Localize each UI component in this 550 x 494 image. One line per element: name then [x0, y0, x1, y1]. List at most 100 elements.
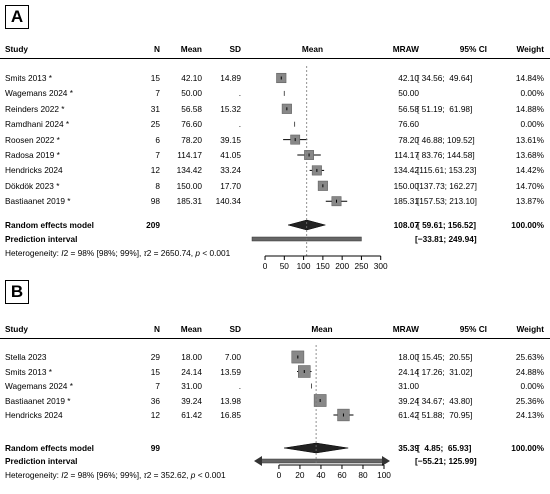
- study-mean: 134.42: [176, 165, 202, 176]
- study-name: Reinders 2022 *: [5, 103, 65, 114]
- study-mraw: 150.00: [393, 180, 419, 191]
- study-ci: [157.53; 213.10]: [417, 196, 477, 207]
- header-n: N: [154, 44, 160, 54]
- study-n: 98: [150, 196, 160, 207]
- x-tick-label: 150: [315, 261, 330, 271]
- study-sd: 16.85: [220, 410, 241, 420]
- re-ci: [ 4.85; 65.93]: [417, 443, 472, 453]
- study-n: 7: [155, 88, 160, 99]
- study-mean: 56.58: [181, 103, 202, 114]
- study-ci: [137.73; 162.27]: [417, 180, 477, 191]
- study-n: 29: [150, 352, 160, 362]
- study-mean: 42.10: [181, 73, 202, 83]
- study-name: Bastiaanet 2019 *: [5, 395, 71, 406]
- heterogeneity-prefix: Heterogeneity:: [5, 470, 62, 480]
- study-name: Roosen 2022 *: [5, 134, 60, 145]
- study-weight: 14.42%: [515, 165, 544, 176]
- heterogeneity-i2-value: 2 = 98% [98%; 99%],: [63, 248, 144, 258]
- heterogeneity-p-value: < 0.001: [200, 248, 231, 258]
- header-mean: Mean: [180, 324, 202, 334]
- pi-ci: [−33.81; 249.94]: [415, 234, 477, 244]
- study-mean: 39.24: [181, 395, 202, 406]
- panel-a-label: A: [5, 5, 29, 29]
- study-mraw: 56.58: [398, 103, 419, 114]
- study-name: Bastiaanet 2019 *: [5, 196, 71, 207]
- study-mraw: 50.00: [398, 88, 419, 99]
- x-tick-label: 0: [262, 261, 268, 271]
- x-tick-label: 80: [358, 470, 368, 480]
- study-mean: 50.00: [181, 88, 202, 99]
- study-sd: .: [238, 88, 241, 99]
- study-mraw: 61.42: [398, 410, 419, 420]
- header-weight: Weight: [516, 44, 545, 54]
- re-ci: [ 59.61; 156.52]: [417, 220, 477, 230]
- study-sd: 39.15: [220, 134, 241, 145]
- study-name: Ramdhani 2024 *: [5, 119, 70, 130]
- panel-b-label: B: [5, 280, 29, 304]
- study-weight: 14.88%: [515, 103, 544, 114]
- heterogeneity-tau2-value: 2 = 2650.74,: [146, 248, 196, 258]
- re-n: 99: [150, 443, 160, 453]
- study-weight: 0.00%: [520, 88, 544, 99]
- study-ci: [ 34.67; 43.80]: [417, 395, 473, 406]
- header-plot-mean: Mean: [301, 44, 324, 54]
- study-weight: 0.00%: [520, 381, 544, 391]
- heterogeneity-stats: Heterogeneity: I2 = 98% [96%; 99%], τ2 =…: [5, 470, 226, 480]
- re-weight: 100.00%: [511, 220, 544, 230]
- study-weight: 24.88%: [515, 366, 544, 377]
- re-diamond: [287, 219, 327, 231]
- study-weight: 24.13%: [515, 410, 544, 420]
- study-ci: [ 83.76; 144.58]: [417, 150, 475, 160]
- study-n: 12: [150, 165, 160, 176]
- header-n: N: [154, 324, 160, 334]
- header-study: Study: [5, 324, 29, 334]
- study-ci: [115.61; 153.23]: [417, 165, 477, 176]
- re-weight: 100.00%: [511, 443, 544, 453]
- study-mean: 24.14: [181, 366, 202, 377]
- study-mean: 76.60: [181, 119, 202, 130]
- study-mraw: 31.00: [398, 381, 419, 391]
- study-mraw: 18.00: [398, 352, 419, 362]
- study-sd: .: [238, 119, 241, 130]
- heterogeneity-tau2: τ: [143, 470, 147, 480]
- study-name: Radosa 2019 *: [5, 150, 60, 160]
- pi-arrow-left: [254, 456, 262, 466]
- heterogeneity-tau2: τ: [143, 248, 147, 258]
- study-n: 8: [155, 180, 160, 191]
- study-name: Smits 2013 *: [5, 73, 53, 83]
- study-sd: 13.98: [220, 395, 241, 406]
- study-mean: 18.00: [181, 352, 202, 362]
- study-sd: 140.34: [215, 196, 241, 207]
- study-weight: 14.84%: [515, 73, 544, 83]
- study-weight: 25.63%: [515, 352, 544, 362]
- x-tick-label: 100: [296, 261, 311, 271]
- header-sd: SD: [229, 324, 241, 334]
- pi-arrow-right: [382, 456, 390, 466]
- study-n: 25: [150, 119, 160, 130]
- study-ci: [ 15.45; 20.55]: [417, 352, 473, 362]
- re-mraw: 108.07: [393, 220, 419, 230]
- header-plot-mean: Mean: [311, 324, 333, 334]
- study-mraw: 185.31: [393, 196, 419, 207]
- study-mraw: 76.60: [398, 119, 419, 130]
- study-mean: 78.20: [181, 134, 202, 145]
- study-n: 36: [150, 395, 160, 406]
- study-mean: 61.42: [181, 410, 202, 420]
- header-mraw: MRAW: [392, 324, 419, 334]
- study-ci: [ 34.56; 49.64]: [417, 73, 473, 83]
- x-tick-label: 20: [295, 470, 305, 480]
- study-ci: [ 51.88; 70.95]: [417, 410, 473, 420]
- header-ci: 95% CI: [459, 44, 487, 54]
- study-mraw: 114.17: [394, 150, 419, 160]
- study-name: Smits 2013 *: [5, 366, 53, 377]
- x-tick-label: 100: [377, 470, 391, 480]
- study-sd: .: [238, 381, 241, 391]
- header-study: Study: [5, 44, 29, 54]
- re-label: Random effects model: [5, 443, 94, 453]
- study-weight: 0.00%: [520, 119, 544, 130]
- re-diamond: [283, 442, 349, 454]
- study-name: Hendricks 2024: [5, 165, 63, 176]
- study-sd: 14.89: [220, 73, 241, 83]
- header-divider: [0, 338, 550, 339]
